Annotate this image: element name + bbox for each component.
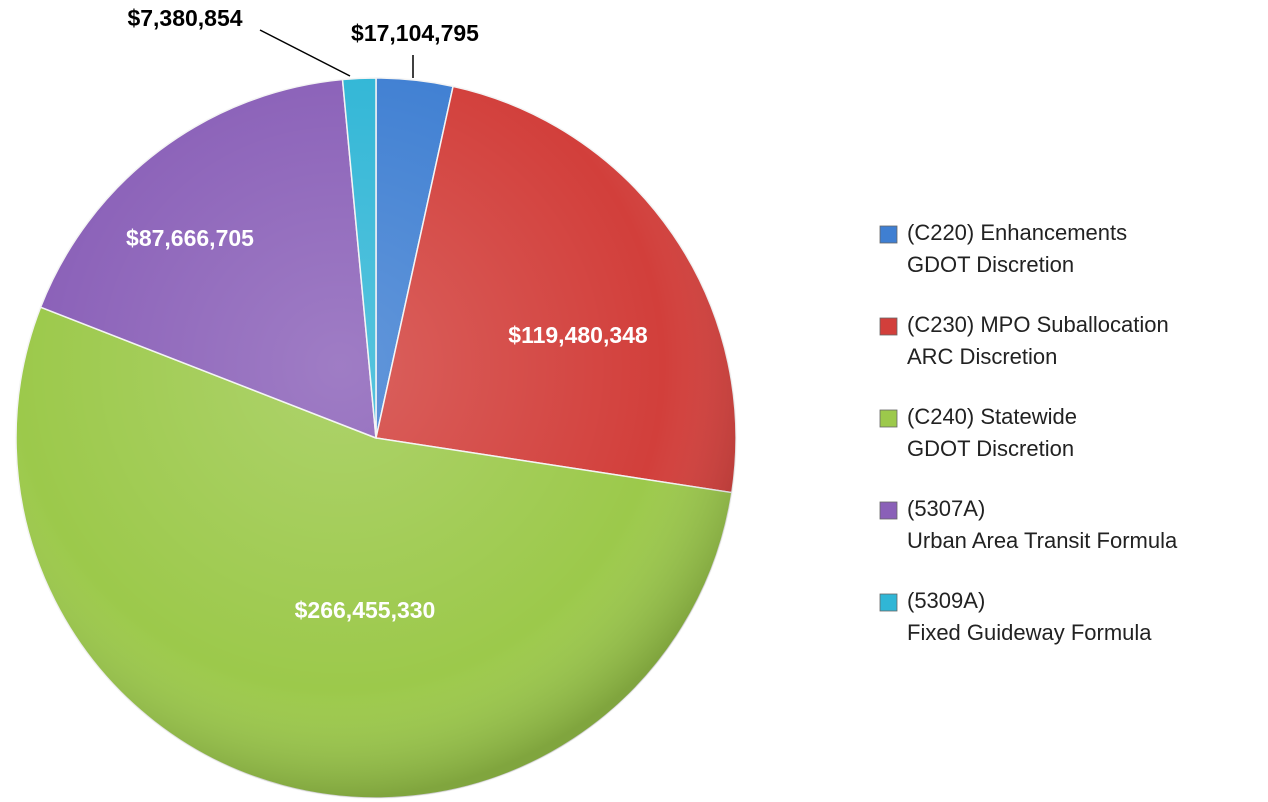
legend-swatch [879,409,898,428]
legend-label: GDOT Discretion [907,436,1074,461]
data-label: $119,480,348 [508,322,648,348]
legend-label: (5309A) [907,588,985,613]
legend-swatch [879,501,898,520]
leader-line [259,29,351,77]
data-label: $87,666,705 [126,225,254,251]
legend-label: Urban Area Transit Formula [907,528,1178,553]
legend-label: (C220) Enhancements [907,220,1127,245]
data-label: $266,455,330 [295,597,436,623]
legend-label: GDOT Discretion [907,252,1074,277]
legend-label: (5307A) [907,496,985,521]
legend-swatch [879,225,898,244]
data-label: $17,104,795 [351,20,479,46]
legend-label: Fixed Guideway Formula [907,620,1152,645]
legend-swatch [879,317,898,336]
legend-swatch [879,593,898,612]
legend-label: (C230) MPO Suballocation [907,312,1169,337]
data-label: $7,380,854 [127,5,242,31]
legend-label: (C240) Statewide [907,404,1077,429]
legend-label: ARC Discretion [907,344,1057,369]
